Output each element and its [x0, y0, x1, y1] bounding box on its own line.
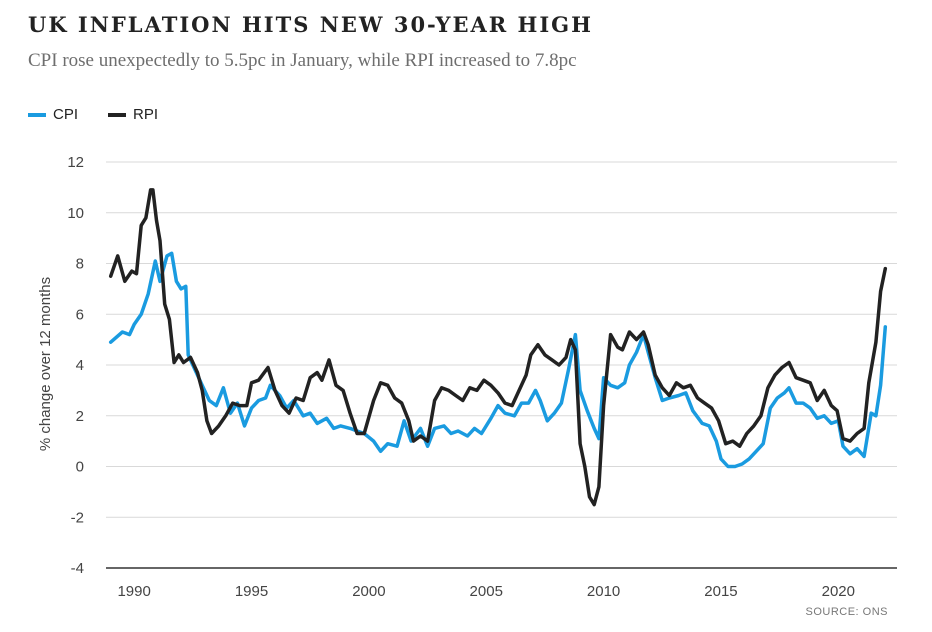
y-tick-label: 6	[76, 306, 84, 323]
series-line-rpi	[108, 188, 888, 507]
legend-item-cpi: CPI	[28, 106, 78, 123]
x-tick-label: 1990	[117, 583, 150, 600]
legend-item-rpi: RPI	[108, 106, 158, 123]
y-tick-label: 0	[76, 459, 84, 476]
series-line-cpi	[108, 251, 888, 469]
legend-swatch-rpi	[108, 112, 127, 117]
series-lines	[108, 188, 888, 507]
y-tick-label: 2	[76, 408, 84, 425]
legend-swatch-cpi	[28, 112, 46, 117]
x-tick-label: 1995	[235, 583, 268, 600]
y-tick-label: -2	[71, 509, 84, 526]
y-tick-label: 8	[76, 256, 84, 273]
chart-subtitle: CPI rose unexpectedly to 5.5pc in Januar…	[28, 50, 577, 71]
legend-label-cpi: CPI	[53, 106, 79, 123]
y-tick-label: 4	[76, 357, 84, 374]
y-tick-label: 10	[67, 205, 84, 222]
x-tick-label: 2015	[704, 583, 737, 600]
y-tick-labels: -4 -2 0 2 4 6 8 10 12	[67, 154, 84, 577]
x-tick-labels: 1990 1995 2000 2005 2010 2015 2020	[117, 583, 855, 600]
y-tick-label: -4	[71, 560, 84, 577]
y-tick-label: 12	[67, 154, 84, 171]
y-axis-label: % change over 12 months	[37, 277, 54, 451]
x-tick-label: 2020	[822, 583, 855, 600]
source-note: SOURCE: ONS	[805, 606, 888, 618]
gridlines	[106, 161, 897, 569]
chart-title: UK INFLATION HITS NEW 30-YEAR HIGH	[28, 12, 593, 37]
x-tick-label: 2005	[470, 583, 503, 600]
x-tick-label: 2000	[352, 583, 385, 600]
legend-label-rpi: RPI	[133, 106, 159, 123]
legend: CPI RPI	[28, 106, 188, 123]
x-tick-label: 2010	[587, 583, 620, 600]
